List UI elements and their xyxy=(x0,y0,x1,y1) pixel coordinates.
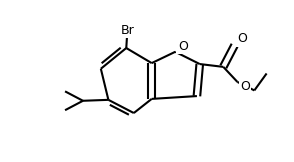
Text: Br: Br xyxy=(120,24,134,37)
Text: O: O xyxy=(178,40,188,53)
Text: O: O xyxy=(240,80,250,93)
Text: O: O xyxy=(237,32,247,45)
